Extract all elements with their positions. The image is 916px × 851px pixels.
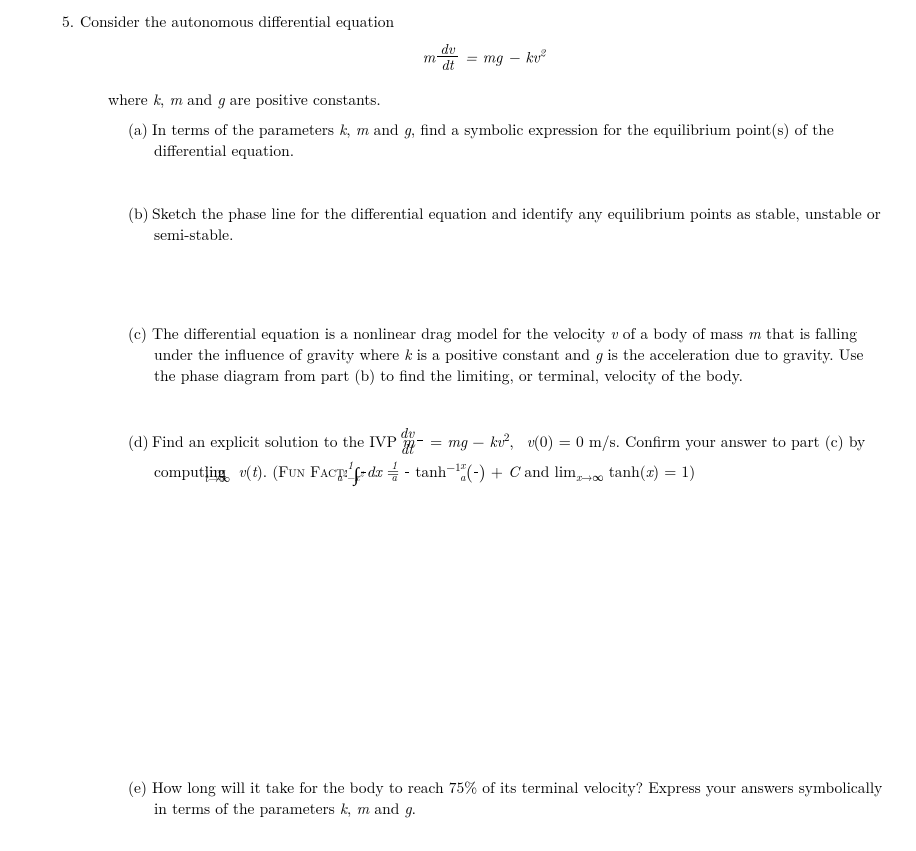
stem-line-2: where k, m and g are positive constants. [108, 90, 888, 111]
part-a: (a)In terms of the parameters k, m and g… [128, 120, 888, 162]
spacer-a [128, 162, 888, 204]
problem-number: 5. [52, 12, 74, 33]
problem-body: Consider the autonomous differential equ… [80, 12, 888, 820]
part-b-label: (b) [128, 204, 152, 225]
part-d-label: (d) [128, 432, 152, 453]
parts-list: (a)In terms of the parameters k, m and g… [80, 120, 888, 819]
display-equation: mdvdt = mg − kv2 [80, 43, 888, 76]
part-c-label: (c) [128, 324, 152, 345]
spacer-b [128, 246, 888, 324]
part-a-text: In terms of the parameters k, m and g, f… [152, 119, 834, 161]
stem-line-1: Consider the autonomous differential equ… [80, 11, 394, 32]
part-c: (c)The differential equation is a nonlin… [128, 324, 888, 387]
part-c-text: The differential equation is a nonlinear… [152, 323, 863, 386]
part-d: (d)Find an explicit solution to the IVP … [128, 427, 888, 486]
part-e: (e)How long will it take for the body to… [128, 778, 888, 820]
part-a-label: (a) [128, 120, 152, 141]
page: 5. Consider the autonomous differential … [0, 0, 916, 851]
spacer-c [128, 387, 888, 427]
part-e-text: How long will it take for the body to re… [152, 777, 882, 819]
part-e-label: (e) [128, 778, 152, 799]
spacer-d [128, 486, 888, 778]
part-d-text: Find an explicit solution to the IVP mdv… [152, 431, 865, 482]
part-b: (b)Sketch the phase line for the differe… [128, 204, 888, 246]
problem-block: 5. Consider the autonomous differential … [52, 12, 888, 820]
part-b-text: Sketch the phase line for the differenti… [152, 203, 881, 245]
